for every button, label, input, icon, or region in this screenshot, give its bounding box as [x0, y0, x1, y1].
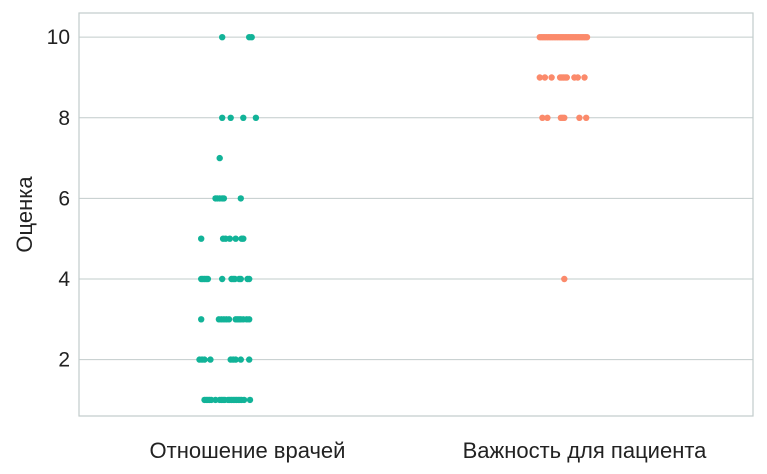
data-point — [576, 114, 583, 122]
data-point — [252, 114, 260, 122]
data-point — [539, 114, 546, 122]
data-point — [232, 235, 239, 242]
data-point — [541, 74, 549, 81]
series-points — [536, 34, 591, 283]
plot-frame — [78, 12, 754, 417]
data-point — [583, 34, 591, 41]
data-point — [219, 275, 226, 283]
data-point — [225, 316, 233, 323]
data-point — [232, 356, 239, 363]
y-tick-label: 8 — [58, 107, 70, 130]
data-point — [561, 114, 568, 122]
data-point — [198, 316, 205, 323]
data-point — [583, 114, 590, 122]
y-tick-label: 2 — [58, 349, 70, 372]
data-point — [246, 356, 253, 363]
data-point — [216, 154, 223, 162]
y-axis-title: Оценка — [12, 176, 37, 253]
data-point — [561, 275, 568, 283]
data-point — [198, 235, 205, 242]
data-point — [204, 275, 212, 283]
data-point — [581, 74, 588, 81]
data-points — [196, 34, 591, 404]
data-point — [246, 275, 253, 283]
y-tick-label: 4 — [58, 268, 70, 291]
data-point — [219, 34, 226, 41]
x-category-label: Отношение врачей — [150, 438, 346, 463]
data-point — [536, 74, 543, 81]
data-point — [240, 114, 247, 122]
data-point — [240, 396, 248, 404]
data-point — [227, 114, 234, 122]
data-point — [544, 114, 551, 122]
data-point — [246, 396, 254, 404]
data-point — [219, 114, 226, 122]
data-point — [248, 34, 255, 41]
data-point — [201, 356, 208, 363]
y-axis-ticks: 2 4 6 8 10 — [47, 26, 71, 371]
data-point — [226, 235, 233, 242]
y-tick-label: 10 — [47, 26, 70, 49]
data-point — [548, 74, 555, 81]
data-point — [237, 356, 244, 363]
data-point — [246, 316, 253, 323]
data-point — [574, 74, 581, 81]
gridlines — [79, 36, 753, 361]
series-points — [196, 34, 260, 404]
data-point — [237, 195, 244, 202]
x-category-label: Важность для пациента — [463, 438, 708, 463]
data-point — [220, 195, 228, 202]
data-point — [237, 275, 244, 283]
data-point — [240, 235, 247, 242]
x-axis-category-labels: Отношение врачей Важность для пациента — [150, 438, 708, 463]
data-point — [563, 74, 570, 81]
data-point — [207, 356, 214, 363]
y-tick-label: 6 — [58, 187, 70, 210]
